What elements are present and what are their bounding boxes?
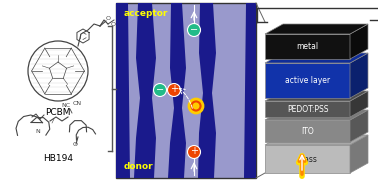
Text: N: N (36, 129, 40, 134)
Polygon shape (265, 135, 368, 145)
Polygon shape (265, 63, 350, 98)
Polygon shape (198, 3, 216, 178)
Text: +: + (190, 146, 198, 157)
Polygon shape (350, 135, 368, 173)
Text: metal: metal (296, 42, 319, 51)
Polygon shape (116, 3, 130, 178)
Text: NC: NC (62, 103, 71, 108)
Text: O: O (73, 142, 77, 147)
Text: −: − (190, 24, 198, 35)
Circle shape (187, 146, 200, 159)
Text: glass: glass (297, 155, 318, 163)
Polygon shape (350, 110, 368, 142)
Text: PCBM: PCBM (45, 108, 71, 117)
Polygon shape (265, 110, 368, 120)
Polygon shape (168, 3, 186, 178)
Polygon shape (265, 34, 350, 59)
Polygon shape (244, 3, 256, 178)
Polygon shape (265, 91, 368, 101)
Text: −: − (156, 85, 164, 94)
Polygon shape (134, 3, 156, 178)
Polygon shape (350, 24, 368, 59)
Bar (116, 3, 256, 178)
Text: CN: CN (73, 101, 82, 106)
Text: donor: donor (124, 162, 153, 171)
Polygon shape (265, 120, 350, 142)
Polygon shape (265, 145, 350, 173)
Polygon shape (265, 24, 368, 34)
Text: active layer: active layer (285, 76, 330, 85)
Circle shape (192, 102, 200, 110)
Circle shape (189, 99, 203, 113)
Text: O: O (105, 16, 110, 20)
Text: acceptor: acceptor (124, 9, 168, 18)
Polygon shape (265, 101, 350, 117)
Polygon shape (265, 53, 368, 63)
Text: O: O (110, 22, 116, 26)
Circle shape (153, 83, 166, 96)
Polygon shape (350, 53, 368, 98)
Text: ITO: ITO (301, 127, 314, 136)
Text: HB194: HB194 (43, 154, 73, 163)
Text: PEDOT:PSS: PEDOT:PSS (287, 104, 328, 113)
Circle shape (187, 24, 200, 37)
Circle shape (167, 83, 181, 96)
Polygon shape (350, 91, 368, 117)
Text: +: + (170, 85, 178, 94)
